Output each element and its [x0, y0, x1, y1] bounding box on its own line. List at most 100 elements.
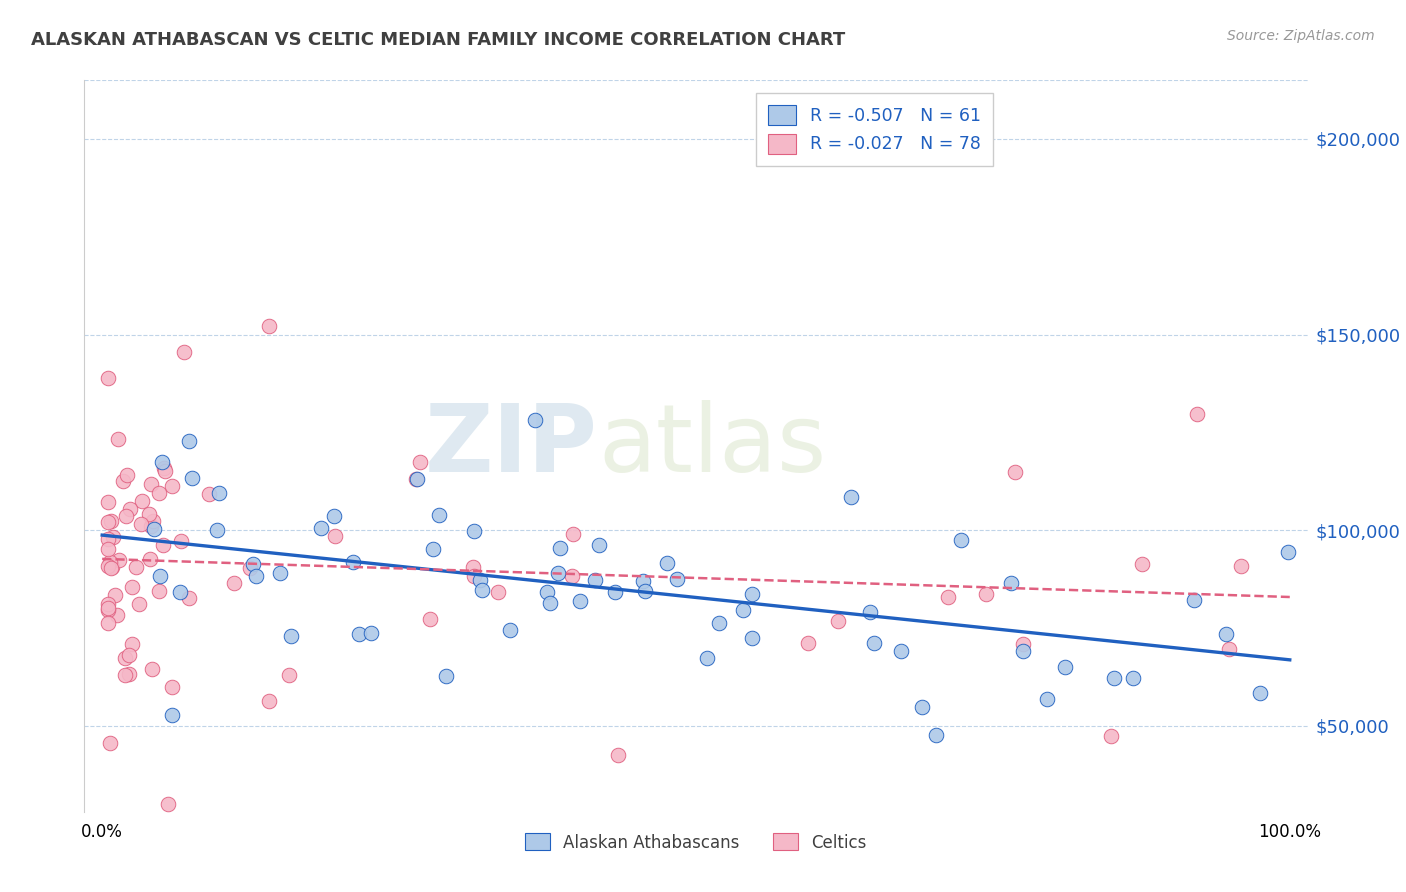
Point [97, 495, 120, 509]
Point [323, 509, 346, 524]
Point [1122, 671, 1144, 685]
Point [1099, 729, 1122, 743]
Point [97, 371, 120, 385]
Point [561, 526, 583, 541]
Point [118, 666, 141, 681]
Point [1230, 559, 1253, 574]
Point [409, 455, 432, 469]
Point [360, 626, 382, 640]
Point [603, 585, 626, 599]
Point [121, 637, 143, 651]
Point [142, 522, 165, 536]
Point [1012, 644, 1035, 658]
Point [1011, 637, 1033, 651]
Point [974, 587, 997, 601]
Point [107, 432, 129, 446]
Point [115, 467, 138, 482]
Point [1000, 576, 1022, 591]
Point [257, 694, 280, 708]
Text: Source: ZipAtlas.com: Source: ZipAtlas.com [1227, 29, 1375, 43]
Point [436, 669, 458, 683]
Point [108, 552, 131, 566]
Point [561, 569, 583, 583]
Point [1277, 545, 1299, 559]
Point [222, 575, 245, 590]
Point [1215, 627, 1237, 641]
Point [278, 667, 301, 681]
Point [839, 490, 862, 504]
Point [569, 594, 592, 608]
Point [547, 566, 569, 581]
Point [463, 524, 485, 538]
Point [148, 584, 170, 599]
Point [890, 644, 912, 658]
Point [105, 607, 128, 622]
Point [796, 636, 818, 650]
Point [170, 534, 193, 549]
Point [1102, 671, 1125, 685]
Point [98, 736, 121, 750]
Point [463, 560, 485, 574]
Point [152, 461, 174, 475]
Point [118, 501, 141, 516]
Point [155, 464, 177, 478]
Point [239, 561, 262, 575]
Point [707, 615, 730, 630]
Point [309, 520, 332, 534]
Point [950, 533, 973, 548]
Point [696, 651, 718, 665]
Point [741, 631, 763, 645]
Point [97, 597, 120, 611]
Point [97, 533, 120, 547]
Point [100, 560, 122, 574]
Point [936, 590, 959, 604]
Point [257, 318, 280, 333]
Point [863, 636, 886, 650]
Point [118, 648, 141, 662]
Point [131, 493, 153, 508]
Point [150, 454, 173, 468]
Point [114, 668, 136, 682]
Point [1182, 593, 1205, 607]
Point [169, 585, 191, 599]
Text: atlas: atlas [598, 400, 827, 492]
Point [142, 514, 165, 528]
Text: ZIP: ZIP [425, 400, 598, 492]
Point [101, 559, 124, 574]
Point [139, 519, 162, 533]
Point [859, 605, 882, 619]
Point [111, 474, 134, 488]
Point [405, 472, 427, 486]
Point [538, 596, 561, 610]
Point [242, 557, 264, 571]
Point [173, 344, 195, 359]
Point [208, 486, 231, 500]
Point [422, 542, 444, 557]
Point [269, 566, 291, 580]
Point [205, 523, 228, 537]
Point [1187, 407, 1209, 421]
Point [1036, 692, 1059, 706]
Point [405, 471, 427, 485]
Point [181, 471, 204, 485]
Point [100, 514, 122, 528]
Point [731, 603, 754, 617]
Point [463, 569, 485, 583]
Point [97, 603, 120, 617]
Point [97, 542, 120, 557]
Point [1054, 659, 1077, 673]
Point [548, 541, 571, 555]
Point [125, 560, 148, 574]
Point [280, 629, 302, 643]
Point [631, 574, 654, 588]
Point [911, 699, 934, 714]
Point [101, 530, 124, 544]
Point [148, 486, 170, 500]
Point [342, 555, 364, 569]
Point [634, 584, 657, 599]
Point [98, 555, 121, 569]
Point [499, 623, 522, 637]
Point [97, 515, 120, 529]
Point [323, 529, 346, 543]
Legend: Alaskan Athabascans, Celtics: Alaskan Athabascans, Celtics [519, 827, 873, 858]
